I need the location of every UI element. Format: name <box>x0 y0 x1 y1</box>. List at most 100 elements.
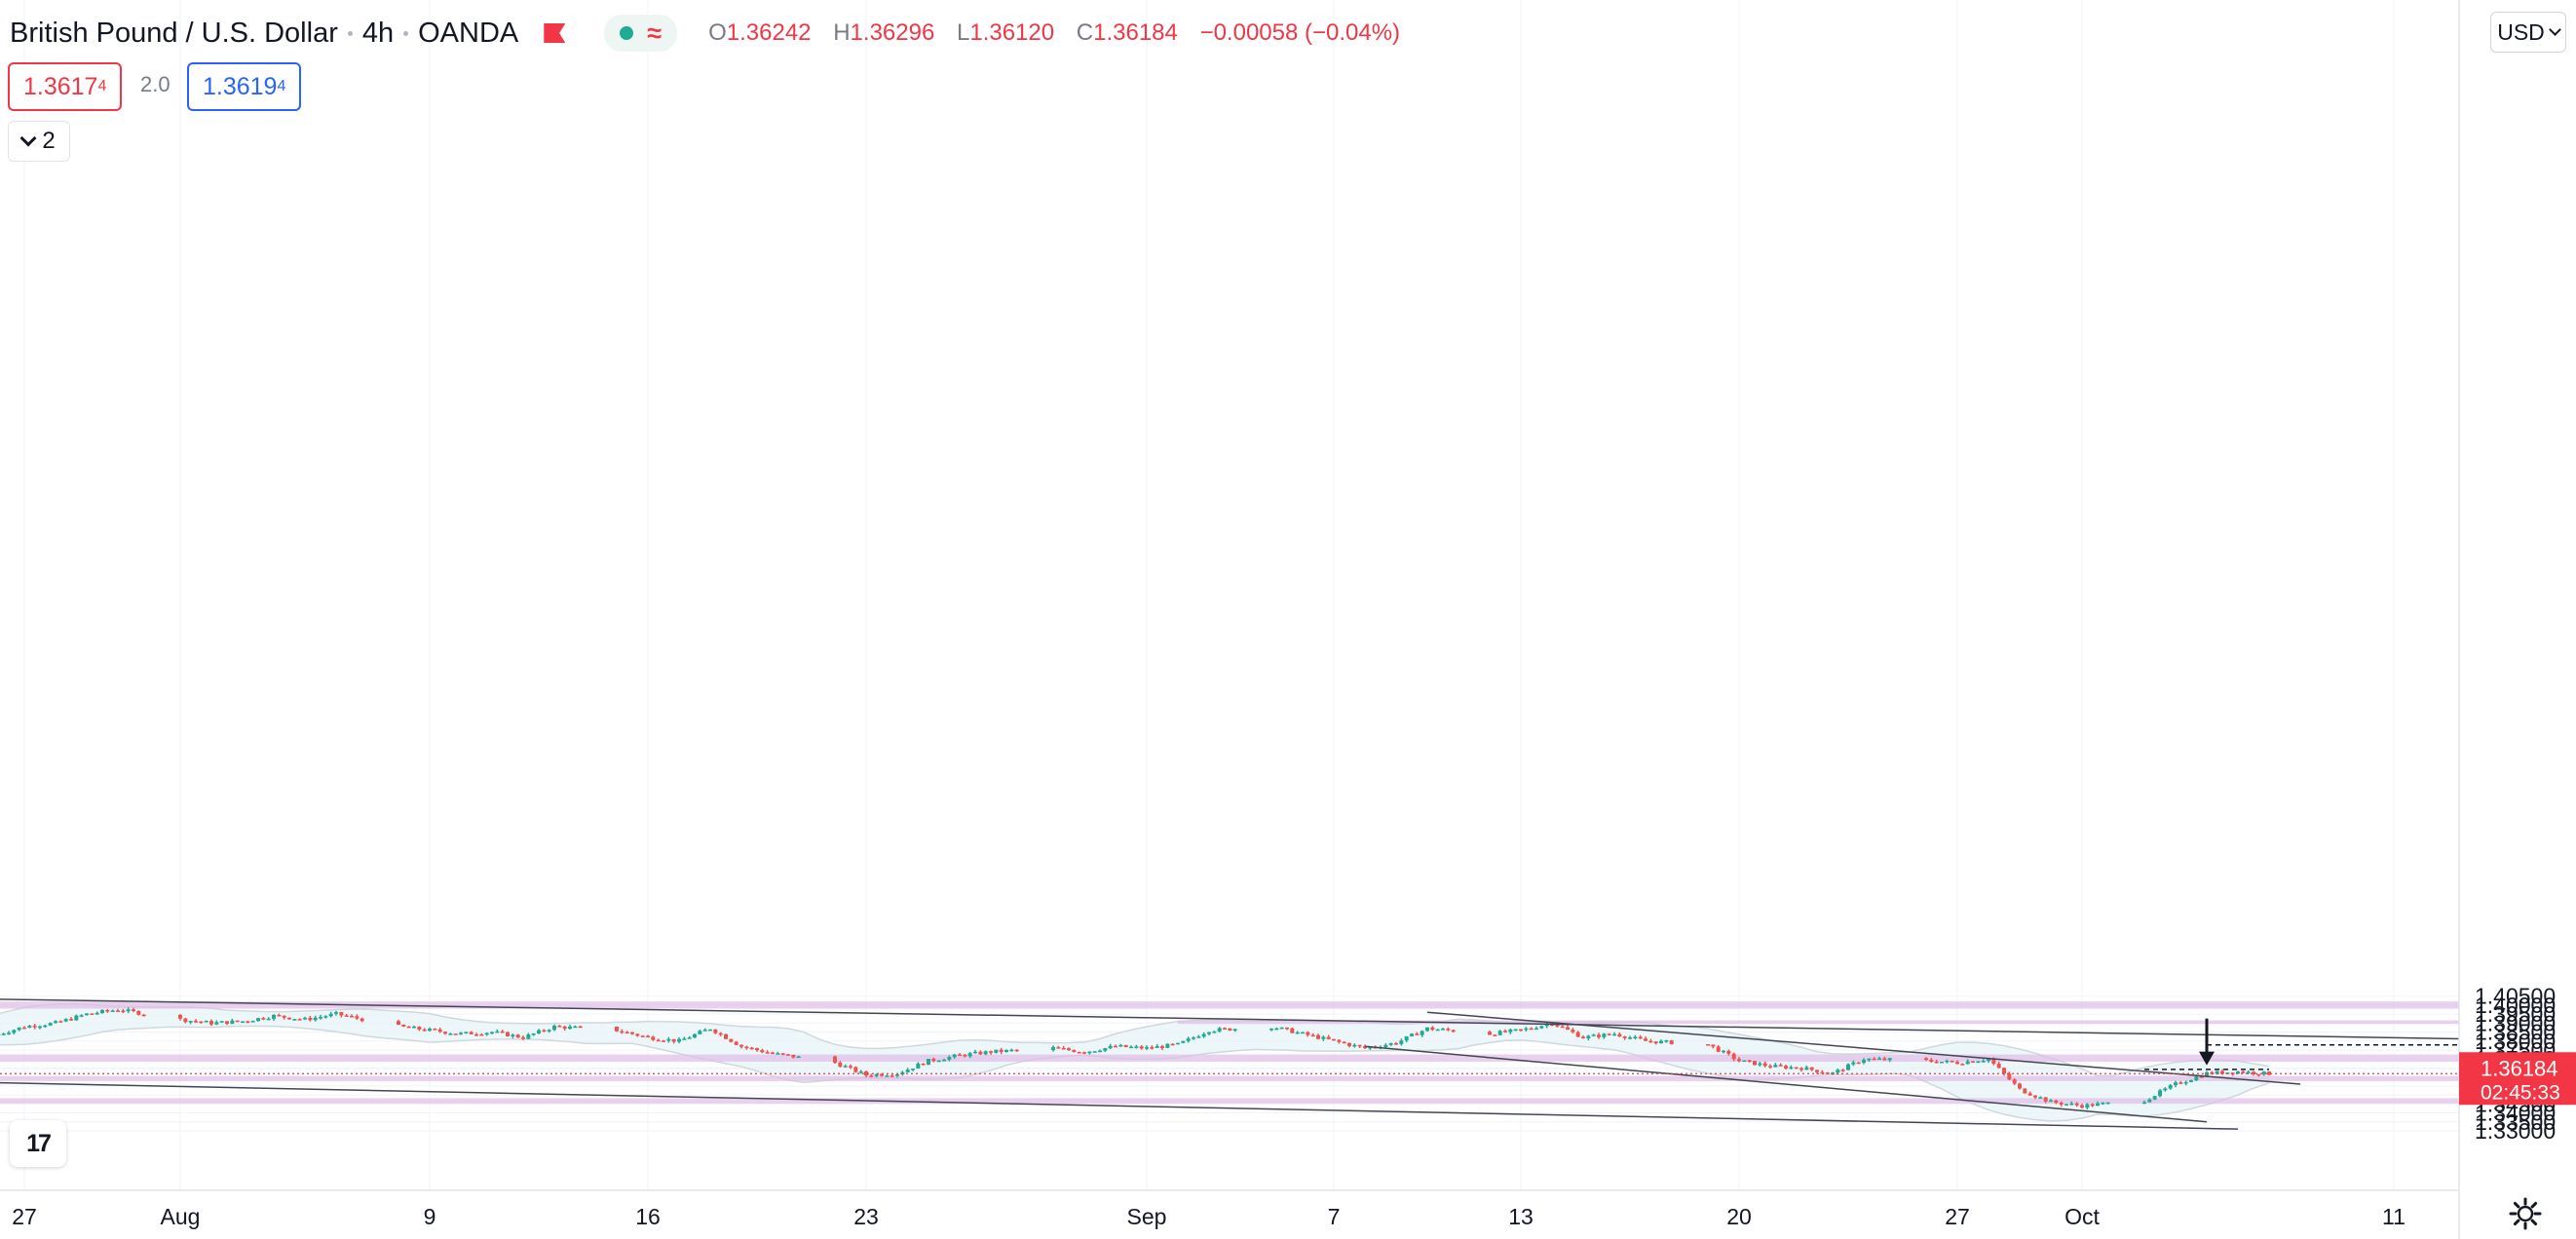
candle-bear <box>2267 1071 2271 1075</box>
candle-bull <box>188 1021 193 1023</box>
candle-bear <box>2027 1093 2032 1096</box>
candle-bull <box>204 1021 208 1023</box>
tradingview-logo[interactable]: 17 <box>10 1120 66 1167</box>
candle-bear <box>1950 1060 1954 1063</box>
candle-bull <box>677 1038 681 1042</box>
candle-bull <box>1742 1060 1747 1063</box>
open-label: O <box>708 19 727 46</box>
indicators-toggle-button[interactable]: 2 <box>8 121 70 162</box>
candle-bull <box>303 1017 307 1020</box>
candle-bear <box>760 1050 765 1053</box>
chart-header: British Pound / U.S. Dollar 4h OANDA ≈ O… <box>10 12 1416 55</box>
candle-bear <box>651 1036 656 1040</box>
candle-bear <box>121 1010 126 1013</box>
candle-bear <box>2074 1103 2079 1106</box>
candle-bear <box>890 1075 894 1077</box>
candle-bear <box>2043 1097 2048 1102</box>
time-tick-label: 27 <box>1945 1204 1970 1229</box>
change-value: −0.00058 (−0.04%) <box>1199 19 1401 46</box>
price-axis <box>2459 0 2576 1190</box>
candle-bull <box>2069 1103 2074 1106</box>
candle-bear <box>2080 1105 2084 1108</box>
market-status-pill[interactable]: ≈ <box>604 15 678 52</box>
candle-bull <box>74 1015 79 1021</box>
candle-bull <box>38 1026 42 1029</box>
candle-bear <box>1503 1031 1507 1032</box>
candle-bull <box>1544 1024 1549 1027</box>
candle-bear <box>1519 1029 1523 1032</box>
candle-bull <box>266 1018 271 1021</box>
candle-bull <box>1368 1046 1373 1049</box>
interval-label[interactable]: 4h <box>361 17 395 49</box>
candle-bear <box>931 1059 936 1062</box>
candle-bear <box>58 1021 63 1023</box>
candle-bull <box>1591 1034 1596 1036</box>
candle-bear <box>849 1066 852 1068</box>
candle-bull <box>1633 1036 1638 1039</box>
candle-bear <box>1960 1064 1965 1066</box>
candle-bull <box>547 1030 551 1032</box>
low-label: L <box>956 19 970 46</box>
chevron-down-icon <box>19 130 37 147</box>
candle-bear <box>1575 1032 1580 1037</box>
currency-select[interactable]: USD <box>2490 12 2566 53</box>
spread-value: 2.0 <box>140 72 170 96</box>
candle-bear <box>1622 1036 1627 1038</box>
candle-bull <box>1383 1044 1388 1047</box>
candle-bull <box>48 1023 53 1026</box>
candle-bull <box>1773 1065 1778 1068</box>
candle-bull <box>95 1012 99 1015</box>
candle-bear <box>360 1018 364 1022</box>
bollinger-band-fill <box>0 1003 2269 1121</box>
candle-bear <box>1571 1030 1575 1032</box>
candle-bear <box>116 1010 120 1012</box>
candle-bull <box>1217 1028 1222 1032</box>
candle-bull <box>1145 1047 1149 1049</box>
candle-bull <box>858 1071 863 1073</box>
candle-bear <box>1150 1047 1155 1049</box>
price-tick-label: 1.38000 <box>2475 1029 2556 1054</box>
candle-bull <box>1887 1058 1892 1061</box>
candle-bear <box>791 1054 796 1058</box>
candle-bear <box>277 1014 282 1017</box>
open-value: 1.36242 <box>726 19 812 46</box>
candle-bull <box>994 1049 999 1053</box>
candle-bear <box>1762 1063 1767 1067</box>
candle-bull <box>1201 1033 1206 1037</box>
candle-bull <box>526 1034 531 1039</box>
candle-bear <box>635 1033 640 1036</box>
price-tick-label: 1.33000 <box>2475 1118 2556 1144</box>
separator-dot <box>403 30 409 36</box>
candle-bear <box>729 1038 734 1042</box>
candle-bull <box>2183 1081 2188 1084</box>
candle-bull <box>973 1051 977 1054</box>
time-tick-label: 16 <box>635 1204 661 1229</box>
candle-bear <box>999 1049 1004 1052</box>
resistance-zone <box>0 1075 2459 1081</box>
candle-bull <box>702 1030 707 1032</box>
gear-icon[interactable] <box>2508 1196 2543 1231</box>
sell-price: 1.3617 <box>23 72 98 100</box>
candle-bull <box>1804 1067 1809 1070</box>
candle-bear <box>350 1016 354 1018</box>
candle-bear <box>978 1051 983 1055</box>
candle-bull <box>2105 1102 2110 1105</box>
candle-bear <box>958 1054 962 1057</box>
candle-bull <box>1981 1061 1986 1063</box>
flag-icon[interactable] <box>544 23 566 43</box>
candle-bull <box>490 1032 494 1034</box>
candle-bear <box>1451 1030 1456 1032</box>
buy-button[interactable]: 1.3619 4 <box>187 62 302 111</box>
countdown-value: 02:45:33 <box>2481 1081 2560 1104</box>
candle-bear <box>853 1067 858 1072</box>
symbol-name[interactable]: British Pound / U.S. Dollar <box>10 17 338 49</box>
sell-button[interactable]: 1.3617 4 <box>8 62 123 111</box>
candle-bear <box>640 1035 645 1037</box>
candle-bear <box>630 1032 634 1034</box>
candle-bull <box>1269 1029 1273 1031</box>
candle-bear <box>1363 1046 1367 1049</box>
candle-bull <box>1836 1070 1840 1073</box>
candle-bear <box>437 1029 442 1032</box>
candle-bull <box>1410 1033 1414 1036</box>
